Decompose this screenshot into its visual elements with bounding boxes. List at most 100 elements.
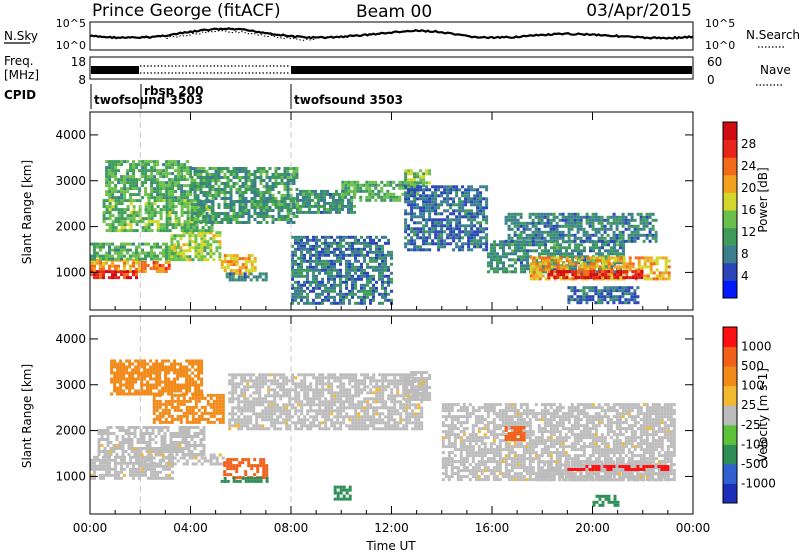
heatmap-cell [108, 175, 112, 179]
heatmap-cell [143, 462, 147, 466]
heatmap-cell [579, 289, 583, 293]
heatmap-cell [326, 207, 329, 211]
heatmap-cell [315, 295, 318, 299]
heatmap-cell [422, 212, 426, 216]
heatmap-cell [550, 261, 553, 265]
heatmap-cell [540, 212, 544, 216]
heatmap-cell [443, 230, 447, 234]
heatmap-cell [241, 203, 245, 206]
heatmap-cell [247, 188, 251, 191]
heatmap-cell [153, 470, 156, 474]
heatmap-cell [100, 435, 104, 438]
heatmap-cell [253, 179, 257, 182]
heatmap-cell [592, 246, 595, 250]
heatmap-cell [137, 392, 141, 396]
heatmap-cell [510, 236, 514, 240]
heatmap-cell [197, 414, 201, 418]
heatmap-cell [148, 435, 152, 438]
heatmap-cell [112, 447, 116, 450]
heatmap-cell [416, 192, 420, 196]
heatmap-cell [553, 276, 557, 280]
heatmap-cell [150, 202, 154, 206]
heatmap-cell [93, 473, 96, 477]
heatmap-cell [256, 221, 260, 224]
heatmap-cell [485, 248, 489, 252]
heatmap-cell [357, 250, 360, 254]
heatmap-cell [618, 286, 622, 290]
heatmap-cell [380, 180, 384, 184]
heatmap-cell [580, 268, 584, 272]
heatmap-cell [131, 362, 135, 366]
heatmap-cell [134, 392, 138, 396]
heatmap-cell [309, 256, 312, 260]
heatmap-cell [338, 198, 341, 202]
heatmap-cell [165, 169, 169, 173]
heatmap-cell [576, 215, 580, 219]
heatmap-cell [218, 411, 222, 415]
heatmap-cell [324, 268, 327, 272]
heatmap-cell [143, 261, 147, 264]
heatmap-cell [329, 192, 332, 196]
heatmap-cell [152, 267, 156, 270]
heatmap-cell [621, 218, 625, 222]
heatmap-cell [404, 218, 408, 222]
heatmap-cell [167, 389, 171, 393]
heatmap-cell [115, 447, 119, 450]
heatmap-cell [188, 383, 192, 387]
heatmap-cell [244, 185, 248, 188]
heatmap-cell [99, 276, 102, 280]
heatmap-cell [603, 295, 607, 299]
heatmap-cell [559, 246, 562, 250]
heatmap-cell [185, 417, 189, 421]
heatmap-cell [609, 236, 613, 240]
heatmap-cell [190, 215, 194, 218]
heatmap-cell [180, 169, 184, 173]
heatmap-cell [108, 470, 111, 474]
heatmap-cell [323, 189, 326, 193]
heatmap-cell [141, 181, 145, 185]
heatmap-cell [618, 233, 622, 237]
heatmap-cell [131, 374, 135, 378]
heatmap-cell [111, 208, 115, 212]
heatmap-cell [173, 383, 177, 387]
heatmap-cell [265, 188, 269, 191]
heatmap-cell [105, 190, 109, 194]
heatmap-cell [196, 170, 200, 173]
heatmap-cell [604, 255, 607, 259]
heatmap-cell [339, 262, 342, 266]
heatmap-cell [132, 455, 135, 459]
heatmap-cell [268, 191, 272, 194]
heatmap-cell [552, 224, 556, 228]
heatmap-cell [324, 295, 327, 299]
heatmap-cell [425, 188, 429, 192]
heatmap-cell [214, 215, 218, 218]
heatmap-cell [105, 184, 109, 188]
heatmap-cell [138, 193, 142, 197]
heatmap-cell [567, 224, 571, 228]
heatmap-cell [283, 203, 287, 206]
heatmap-cell [594, 286, 598, 290]
heatmap-cell [151, 432, 155, 435]
heatmap-cell [173, 393, 177, 397]
heatmap-cell [513, 212, 517, 216]
heatmap-cell [123, 223, 127, 227]
heatmap-cell [199, 438, 203, 441]
heatmap-cell [303, 235, 306, 239]
heatmap-cell [159, 175, 163, 179]
heatmap-cell [570, 227, 574, 231]
heatmap-cell [199, 167, 203, 170]
heatmap-cell [344, 195, 347, 199]
heatmap-cell [256, 200, 260, 203]
heatmap-cell [639, 215, 643, 219]
heatmap-cell [308, 198, 311, 202]
heatmap-cell [190, 200, 194, 203]
heatmap-cell [479, 206, 483, 210]
heatmap-cell [168, 254, 171, 258]
heatmap-cell [163, 426, 167, 429]
heatmap-cell [621, 230, 625, 234]
heatmap-cell [171, 251, 174, 255]
heatmap-cell [520, 246, 523, 250]
heatmap-cell [132, 261, 135, 265]
heatmap-cell [173, 408, 177, 412]
heatmap-cell [303, 241, 306, 245]
